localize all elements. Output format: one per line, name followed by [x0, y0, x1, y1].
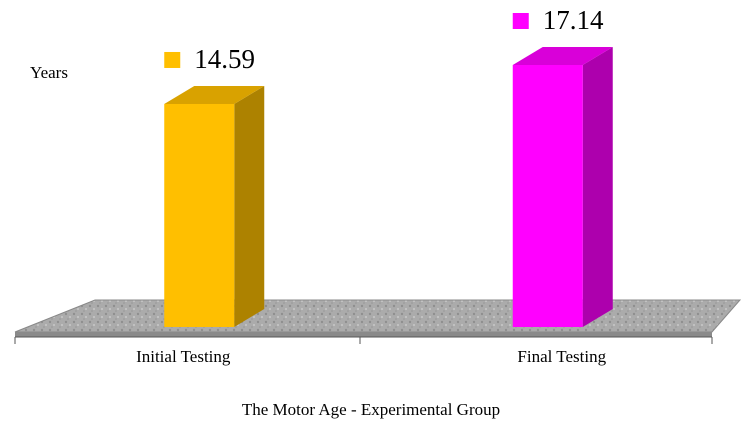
bar-side [234, 85, 265, 327]
bar [512, 65, 583, 327]
x-tick-label: Final Testing [517, 347, 606, 366]
bar [164, 103, 235, 327]
value-label-key [512, 13, 529, 29]
y-axis-label: Years [30, 63, 68, 82]
floor-edge [15, 332, 712, 337]
x-tick-label: Initial Testing [136, 347, 231, 366]
bar-top [512, 47, 613, 65]
floor [14, 299, 742, 333]
value-label: 17.14 [543, 5, 604, 35]
chart-title: The Motor Age - Experimental Group [242, 400, 500, 419]
bar-side [582, 47, 613, 327]
value-label-key [164, 51, 181, 68]
value-label: 14.59 [194, 44, 255, 74]
bar-top [164, 85, 265, 104]
